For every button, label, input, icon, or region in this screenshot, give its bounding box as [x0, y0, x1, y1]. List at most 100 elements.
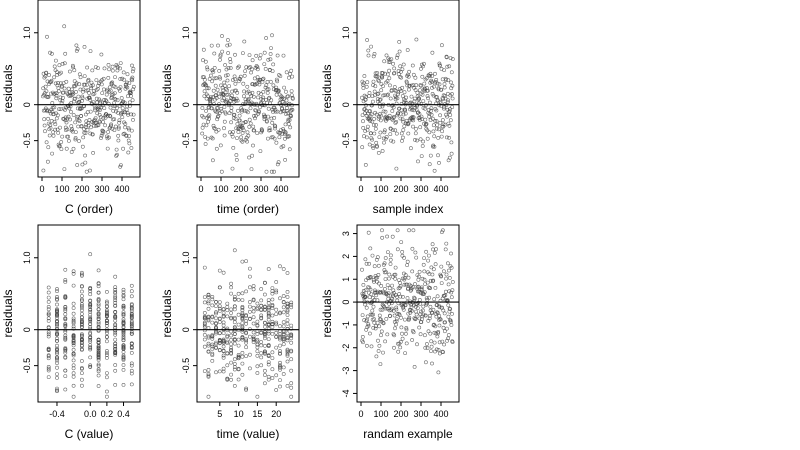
data-point: [63, 387, 68, 392]
data-point: [223, 111, 228, 116]
y-tick-label: -0.5: [22, 133, 32, 149]
data-point: [225, 334, 230, 339]
data-point: [445, 114, 450, 119]
data-point: [255, 323, 260, 328]
data-point: [373, 126, 378, 131]
data-point: [71, 334, 76, 338]
data-point: [113, 368, 118, 373]
data-point: [445, 338, 450, 343]
data-point: [362, 74, 367, 78]
y-tick-label: 1: [341, 277, 351, 282]
data-point: [66, 86, 71, 91]
data-point: [250, 82, 255, 87]
data-point: [80, 308, 84, 313]
data-point: [266, 331, 271, 336]
data-point: [384, 53, 389, 58]
data-point: [71, 326, 76, 331]
data-point: [289, 336, 294, 341]
data-point: [87, 118, 92, 122]
data-point: [236, 356, 241, 361]
data-point: [428, 304, 433, 309]
data-point: [394, 322, 398, 327]
data-point: [403, 121, 408, 126]
data-point: [216, 43, 220, 48]
data-point: [202, 300, 207, 305]
data-point: [225, 301, 230, 306]
data-point: [411, 124, 415, 129]
data-point: [444, 241, 449, 246]
data-point: [106, 63, 111, 67]
data-point: [240, 306, 245, 310]
data-point: [129, 289, 134, 294]
data-point: [46, 295, 51, 300]
data-point: [363, 257, 368, 262]
data-point: [251, 315, 256, 320]
data-point: [239, 135, 243, 140]
data-point: [243, 120, 248, 124]
data-point: [210, 342, 215, 347]
x-tick-label: 400: [433, 409, 448, 419]
data-point: [105, 318, 109, 323]
data-point: [382, 59, 387, 64]
data-point: [409, 83, 414, 88]
data-point: [274, 322, 279, 327]
data-point: [432, 168, 437, 173]
data-point: [56, 81, 60, 85]
data-point: [129, 302, 134, 307]
data-point: [245, 139, 250, 144]
data-point: [411, 285, 415, 290]
data-point: [398, 64, 403, 69]
data-point: [201, 115, 206, 120]
data-point: [270, 376, 275, 380]
y-tick-label: 1.0: [22, 27, 32, 40]
data-point: [92, 91, 97, 96]
data-point: [439, 274, 444, 279]
y-axis-title: residuals: [160, 64, 174, 112]
data-point: [435, 310, 440, 315]
data-point: [221, 355, 226, 360]
data-point: [71, 347, 76, 352]
data-point: [253, 113, 258, 118]
data-point: [54, 116, 59, 121]
data-point: [446, 336, 451, 341]
data-point: [116, 138, 121, 143]
data-point: [262, 350, 267, 355]
data-point: [425, 128, 430, 133]
data-point: [371, 79, 376, 84]
data-point: [369, 103, 374, 108]
data-point: [214, 311, 218, 316]
data-point: [444, 112, 449, 117]
x-tick-label: 300: [413, 184, 428, 194]
data-point: [279, 94, 284, 99]
data-point: [410, 108, 415, 112]
data-point: [202, 295, 207, 300]
data-point: [255, 349, 260, 354]
data-point: [423, 313, 428, 318]
data-point: [399, 75, 404, 80]
data-point: [131, 67, 136, 71]
data-point: [110, 80, 115, 85]
data-point: [244, 337, 249, 342]
data-point: [439, 88, 444, 92]
data-point: [113, 274, 118, 279]
data-point: [112, 96, 117, 101]
data-point: [372, 264, 377, 269]
data-point: [118, 61, 123, 66]
data-point: [383, 256, 388, 260]
data-point: [269, 169, 274, 174]
data-point: [372, 52, 377, 56]
data-point: [380, 71, 385, 76]
data-point: [264, 119, 269, 124]
data-point: [371, 278, 376, 282]
data-point: [98, 115, 103, 120]
data-point: [82, 74, 87, 79]
data-point: [273, 109, 278, 114]
data-point: [289, 89, 294, 94]
data-point: [409, 308, 414, 313]
data-point: [113, 351, 118, 356]
data-point: [97, 97, 102, 102]
data-point: [441, 122, 446, 127]
data-point: [240, 321, 245, 326]
data-point: [407, 315, 412, 320]
data-point: [83, 125, 88, 129]
